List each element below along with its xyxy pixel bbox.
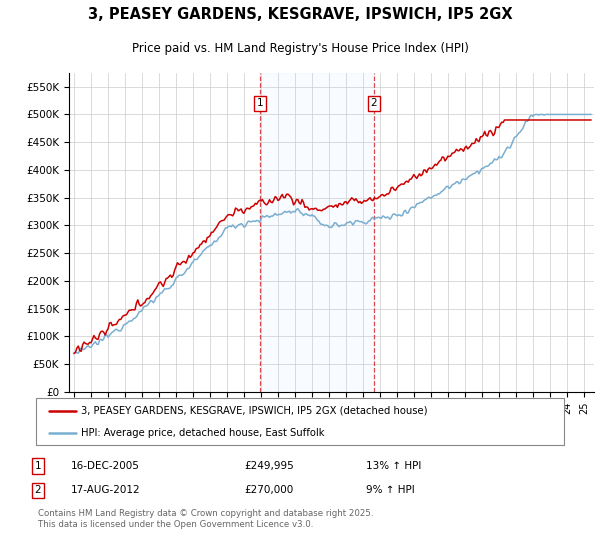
Text: Price paid vs. HM Land Registry's House Price Index (HPI): Price paid vs. HM Land Registry's House … — [131, 42, 469, 55]
Bar — [260, 73, 374, 392]
Text: 3, PEASEY GARDENS, KESGRAVE, IPSWICH, IP5 2GX (detached house): 3, PEASEY GARDENS, KESGRAVE, IPSWICH, IP… — [81, 406, 427, 416]
Text: 2: 2 — [34, 485, 41, 495]
Text: Contains HM Land Registry data © Crown copyright and database right 2025.
This d: Contains HM Land Registry data © Crown c… — [38, 509, 373, 529]
Text: 9% ↑ HPI: 9% ↑ HPI — [366, 485, 415, 495]
Text: 1: 1 — [34, 461, 41, 471]
Text: HPI: Average price, detached house, East Suffolk: HPI: Average price, detached house, East… — [81, 428, 325, 438]
Text: 2: 2 — [370, 99, 377, 108]
Text: 17-AUG-2012: 17-AUG-2012 — [71, 485, 140, 495]
FancyBboxPatch shape — [36, 398, 564, 445]
Text: £270,000: £270,000 — [245, 485, 294, 495]
Text: 13% ↑ HPI: 13% ↑ HPI — [366, 461, 422, 471]
Text: 3, PEASEY GARDENS, KESGRAVE, IPSWICH, IP5 2GX: 3, PEASEY GARDENS, KESGRAVE, IPSWICH, IP… — [88, 7, 512, 22]
Text: 16-DEC-2005: 16-DEC-2005 — [71, 461, 140, 471]
Text: 1: 1 — [257, 99, 263, 108]
Text: £249,995: £249,995 — [245, 461, 295, 471]
